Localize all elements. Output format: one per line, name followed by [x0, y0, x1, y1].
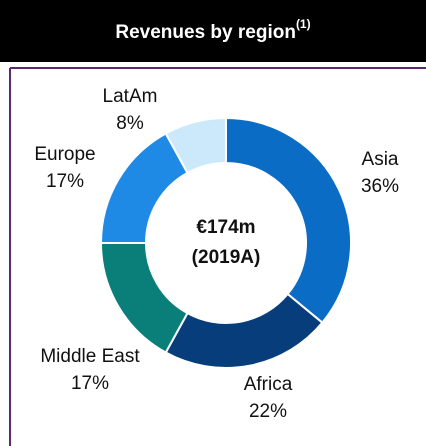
segment-name: LatAm	[103, 86, 158, 107]
segment-name: Asia	[362, 149, 399, 170]
segment-name: Europe	[34, 144, 95, 165]
title-text: Revenues by region	[115, 22, 296, 43]
segment-value: 36%	[361, 176, 399, 197]
segment-value: 22%	[249, 401, 287, 422]
segment-value: 17%	[71, 373, 109, 394]
segment-name: Africa	[244, 374, 293, 395]
segment-name: Middle East	[40, 346, 140, 367]
center-label: €174m	[196, 217, 255, 238]
center-label: (2019A)	[192, 247, 261, 268]
title-note: (1)	[296, 17, 311, 31]
header-bar	[0, 0, 426, 62]
donut-segment	[164, 116, 227, 175]
segment-value: 8%	[116, 113, 144, 134]
segment-value: 17%	[46, 171, 84, 192]
donut-segment	[225, 116, 352, 325]
donut-segment	[164, 292, 324, 369]
donut-segment	[99, 242, 189, 354]
chart-title: Revenues by region(1)	[115, 17, 310, 43]
